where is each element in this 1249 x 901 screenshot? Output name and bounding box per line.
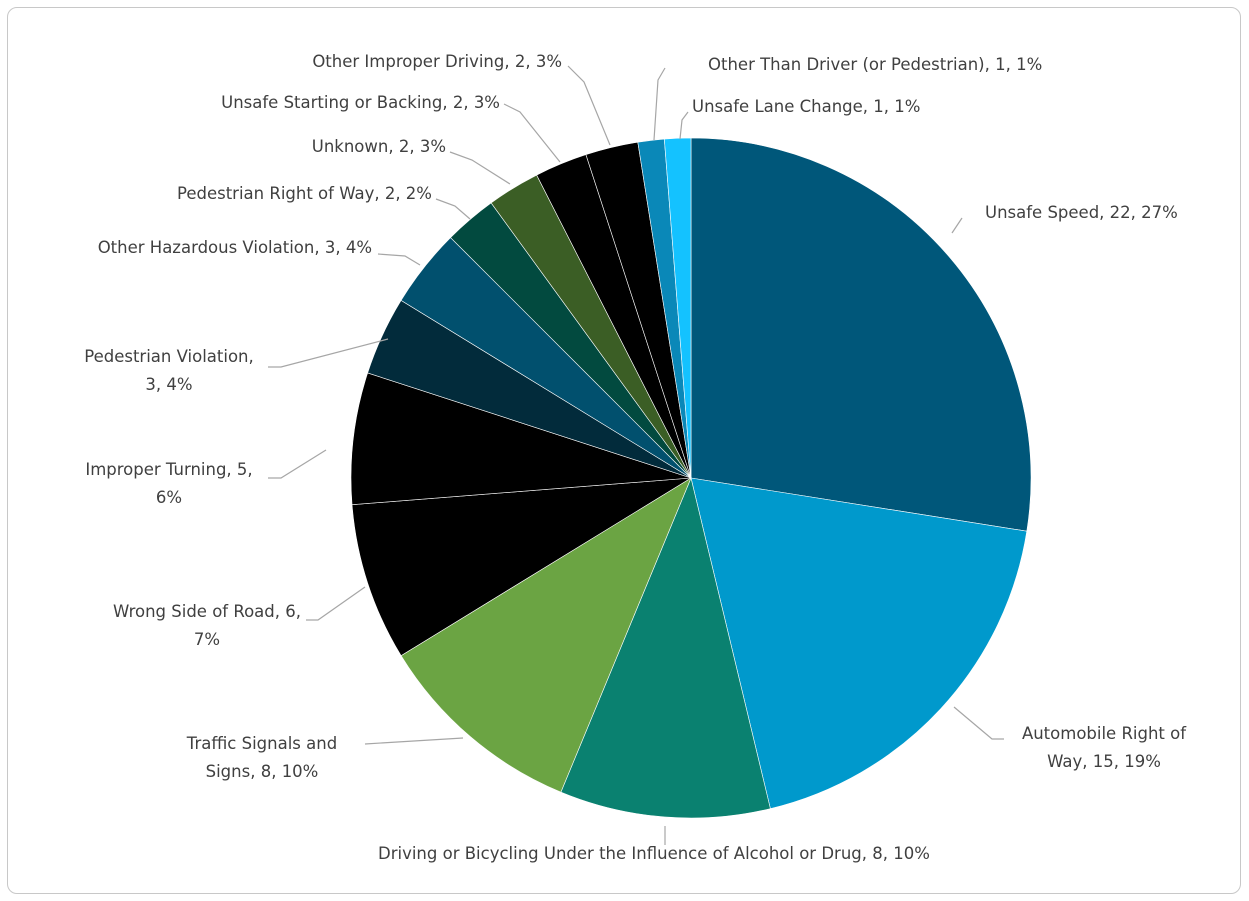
leader-line-pedestrian-violation (268, 338, 389, 368)
data-label-other-improper-driving: Other Improper Driving, 2, 3% (312, 52, 562, 71)
pie-slice-wrong-side-of-road (351, 477, 692, 657)
pie-slice-improper-turning (350, 372, 692, 506)
data-label-line: Other Than Driver (or Pedestrian), 1, 1% (708, 55, 1042, 74)
pie-slice-automobile-right-of-way (690, 477, 1028, 809)
data-label-line: Wrong Side of Road, 6, (113, 602, 301, 621)
data-label-line: Unsafe Speed, 22, 27% (985, 203, 1178, 222)
leader-line-unsafe-speed (951, 217, 963, 234)
data-label-line: Pedestrian Right of Way, 2, 2% (177, 184, 432, 203)
data-label-wrong-side-of-road: Wrong Side of Road, 6, 7% (113, 602, 301, 649)
data-label-line: Other Improper Driving, 2, 3% (312, 52, 562, 71)
data-label-line: Unknown, 2, 3% (312, 137, 446, 156)
data-label-unsafe-speed: Unsafe Speed, 22, 27% (985, 203, 1178, 222)
data-label-unsafe-starting-or-backing: Unsafe Starting or Backing, 2, 3% (221, 93, 500, 112)
data-label-line: Signs, 8, 10% (206, 762, 319, 781)
data-label-unsafe-lane-change: Unsafe Lane Change, 1, 1% (692, 97, 920, 116)
data-label-improper-turning: Improper Turning, 5, 6% (85, 460, 252, 507)
leader-line-automobile-right-of-way (953, 706, 1004, 740)
leader-line-unsafe-lane-change (679, 111, 689, 140)
data-label-line: Pedestrian Violation, (84, 347, 254, 366)
leader-line-wrong-side-of-road (306, 586, 366, 621)
pie-slices (350, 137, 1032, 819)
data-label-automobile-right-of-way: Automobile Right of Way, 15, 19% (1022, 724, 1187, 771)
leader-line-pedestrian-right-of-way (435, 198, 471, 220)
data-label-line: Automobile Right of (1022, 724, 1187, 743)
data-labels: Unsafe Speed, 22, 27% Automobile Right of… (84, 52, 1187, 863)
data-label-driving-or-bicycling-under-the-influence-of-alcohol-or-drug: Driving or Bicycling Under the Influence… (378, 844, 930, 863)
data-label-line: Way, 15, 19% (1047, 752, 1161, 771)
pie-slice-driving-or-bicycling-under-the-influence-of-alcohol-or-drug (560, 477, 771, 819)
data-label-pedestrian-right-of-way: Pedestrian Right of Way, 2, 2% (177, 184, 432, 203)
data-label-line: Unsafe Starting or Backing, 2, 3% (221, 93, 500, 112)
leader-line-other-than-driver-or-pedestrian (653, 67, 666, 141)
data-label-traffic-signals-and-signs: Traffic Signals and Signs, 8, 10% (186, 734, 337, 781)
leader-line-improper-turning (268, 449, 327, 479)
data-label-line: Other Hazardous Violation, 3, 4% (98, 238, 372, 257)
data-label-other-hazardous-violation: Other Hazardous Violation, 3, 4% (98, 238, 372, 257)
data-label-other-than-driver-or-pedestrian: Other Than Driver (or Pedestrian), 1, 1% (708, 55, 1042, 74)
data-label-line: Traffic Signals and (186, 734, 337, 753)
data-label-line: Unsafe Lane Change, 1, 1% (692, 97, 920, 116)
data-label-line: 3, 4% (145, 375, 192, 394)
leader-lines (268, 65, 1004, 845)
leader-line-other-hazardous-violation (377, 253, 421, 266)
leader-line-other-improper-driving (567, 65, 611, 146)
leader-line-unsafe-starting-or-backing (503, 103, 561, 163)
data-label-pedestrian-violation: Pedestrian Violation, 3, 4% (84, 347, 254, 394)
data-label-line: Improper Turning, 5, (85, 460, 252, 479)
data-label-unknown: Unknown, 2, 3% (312, 137, 446, 156)
pie-slice-traffic-signals-and-signs (400, 477, 692, 793)
data-label-line: Driving or Bicycling Under the Influence… (378, 844, 930, 863)
data-label-line: 6% (156, 488, 182, 507)
pie-slice-unsafe-lane-change (663, 137, 692, 479)
leader-line-traffic-signals-and-signs (364, 737, 464, 745)
data-label-line: 7% (194, 630, 220, 649)
pie-slice-unsafe-speed (690, 137, 1032, 532)
leader-line-unknown (449, 151, 511, 185)
